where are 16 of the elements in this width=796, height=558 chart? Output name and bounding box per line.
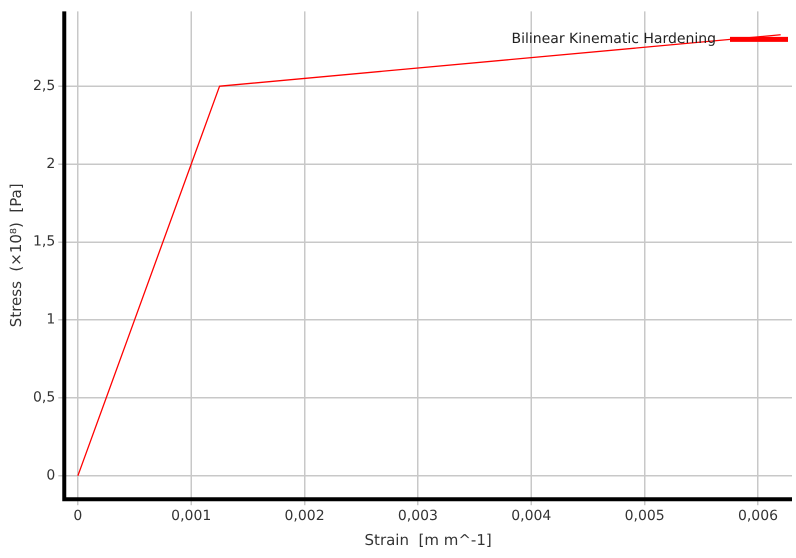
x-axis-title: Strain [m m^-1] (364, 530, 492, 549)
x-tick-label: 0,002 (284, 508, 325, 524)
y-tick-label: 1 (46, 312, 56, 328)
x-tick-label: 0,005 (624, 508, 665, 524)
x-tick-label: 0 (73, 508, 82, 524)
y-tick-label: 0 (46, 467, 56, 484)
y-axis-title: Stress (×10⁸) [Pa] (6, 183, 25, 328)
x-tick-label: 0,004 (511, 508, 552, 524)
x-tick-label: 0,003 (398, 508, 438, 524)
x-tick-label: 0,001 (171, 508, 212, 524)
x-tick-label: 0,006 (738, 508, 778, 524)
y-tick-label: 2,5 (33, 78, 56, 94)
y-tick-label: 2 (46, 156, 56, 172)
y-tick-label: 1,5 (33, 234, 56, 250)
legend-label: Bilinear Kinematic Hardening (512, 31, 716, 48)
y-tick-label: 0,5 (33, 390, 56, 406)
